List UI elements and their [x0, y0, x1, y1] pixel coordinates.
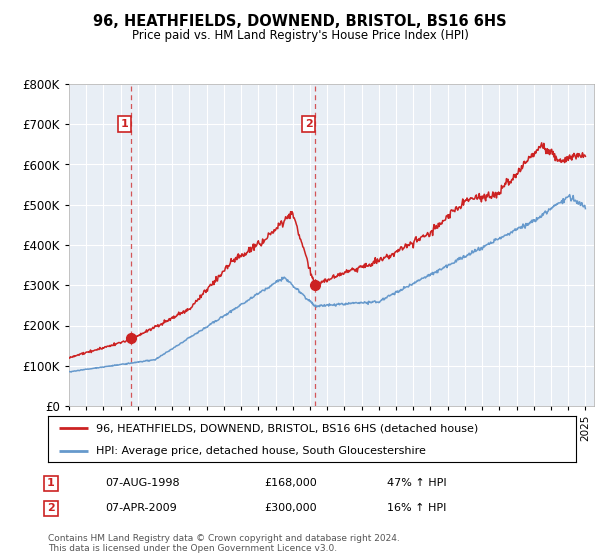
Text: 96, HEATHFIELDS, DOWNEND, BRISTOL, BS16 6HS: 96, HEATHFIELDS, DOWNEND, BRISTOL, BS16 … — [93, 14, 507, 29]
Text: HPI: Average price, detached house, South Gloucestershire: HPI: Average price, detached house, Sout… — [95, 446, 425, 455]
Text: Contains HM Land Registry data © Crown copyright and database right 2024.
This d: Contains HM Land Registry data © Crown c… — [48, 534, 400, 553]
Text: £300,000: £300,000 — [264, 503, 317, 514]
Text: 47% ↑ HPI: 47% ↑ HPI — [387, 478, 446, 488]
Text: 07-AUG-1998: 07-AUG-1998 — [105, 478, 179, 488]
Text: £168,000: £168,000 — [264, 478, 317, 488]
Text: Price paid vs. HM Land Registry's House Price Index (HPI): Price paid vs. HM Land Registry's House … — [131, 29, 469, 42]
Text: 1: 1 — [121, 119, 128, 129]
Text: 2: 2 — [305, 119, 313, 129]
Text: 96, HEATHFIELDS, DOWNEND, BRISTOL, BS16 6HS (detached house): 96, HEATHFIELDS, DOWNEND, BRISTOL, BS16 … — [95, 423, 478, 433]
Text: 07-APR-2009: 07-APR-2009 — [105, 503, 177, 514]
Text: 2: 2 — [47, 503, 55, 514]
Text: 16% ↑ HPI: 16% ↑ HPI — [387, 503, 446, 514]
Text: 1: 1 — [47, 478, 55, 488]
